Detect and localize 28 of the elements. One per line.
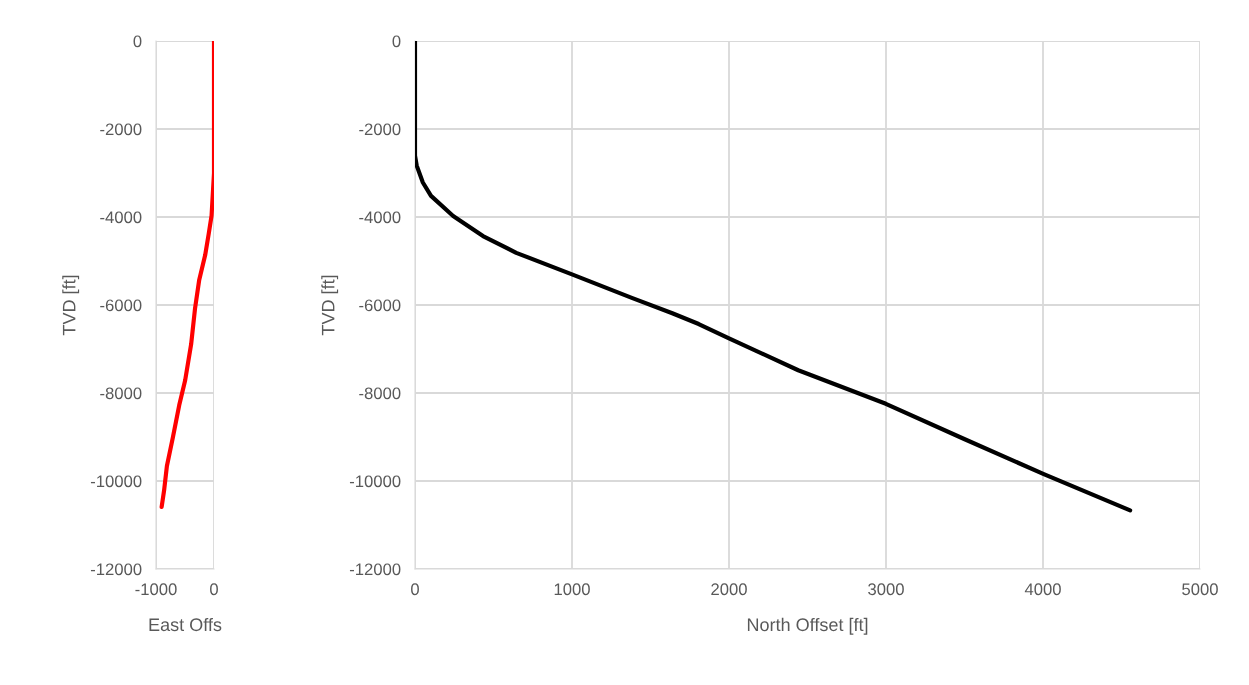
y-tick-label: -10000 bbox=[90, 475, 142, 488]
y-tick-label: -8000 bbox=[100, 387, 142, 400]
line-series bbox=[415, 41, 1133, 513]
y-tick-label: -10000 bbox=[349, 475, 401, 488]
y-tick-label: -8000 bbox=[359, 387, 401, 400]
y-tick-label: 0 bbox=[392, 35, 401, 48]
y-axis-title: TVD [ft] bbox=[321, 275, 339, 336]
x-axis-title: East Offs bbox=[149, 617, 222, 632]
y-axis-title: TVD [ft] bbox=[62, 275, 80, 336]
x-tick-label: 5000 bbox=[1182, 583, 1218, 596]
y-tick-label: -2000 bbox=[100, 123, 142, 136]
y-tick-label: -12000 bbox=[90, 563, 142, 576]
y-tick-label: -12000 bbox=[349, 563, 401, 576]
x-tick-label: 1000 bbox=[554, 583, 590, 596]
x-axis-title: North Offset [ft] bbox=[747, 617, 868, 635]
x-tick-label: -1000 bbox=[135, 583, 177, 596]
line-series bbox=[159, 41, 214, 510]
y-tick-label: -6000 bbox=[100, 299, 142, 312]
y-tick-label: 0 bbox=[133, 35, 142, 48]
y-tick-label: -6000 bbox=[359, 299, 401, 312]
x-tick-label: 2000 bbox=[711, 583, 747, 596]
y-tick-label: -4000 bbox=[359, 211, 401, 224]
x-tick-label: 3000 bbox=[868, 583, 904, 596]
y-tick-label: -2000 bbox=[359, 123, 401, 136]
y-tick-label: -4000 bbox=[100, 211, 142, 224]
x-tick-label: 0 bbox=[210, 583, 218, 596]
x-tick-label: 4000 bbox=[1024, 583, 1061, 596]
x-tick-label: 0 bbox=[411, 583, 419, 596]
